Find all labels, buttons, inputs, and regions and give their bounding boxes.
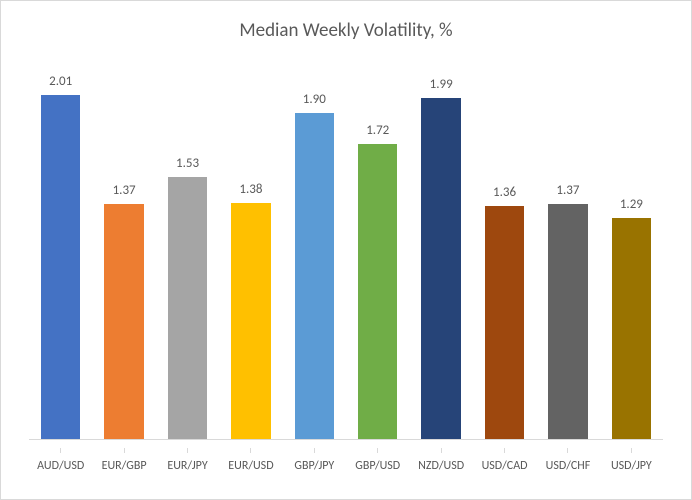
x-axis-label: USD/JPY <box>600 459 663 473</box>
bar-rect <box>104 204 143 439</box>
bar-value-label: 1.53 <box>176 156 199 171</box>
x-axis-label: USD/CAD <box>473 459 536 473</box>
bar-slot: 1.38 <box>219 62 282 439</box>
bar-value-label: 1.99 <box>430 77 453 92</box>
bar-slot: 1.53 <box>156 62 219 439</box>
bar-rect <box>612 218 651 439</box>
plot-area: 2.01 1.37 1.53 1.38 1.90 1.72 1.99 1.36 1.37 1.29 <box>1 52 691 448</box>
bar-rect <box>41 95 80 439</box>
bar-value-label: 1.38 <box>239 182 262 197</box>
chart-container: Median Weekly Volatility, % 2.01 1.37 1.53… <box>0 0 692 500</box>
x-axis-label: USD/CHF <box>536 459 599 473</box>
bar-slot: 1.36 <box>473 62 536 439</box>
bar-slot: 1.37 <box>536 62 599 439</box>
chart-title: Median Weekly Volatility, % <box>239 19 452 42</box>
bar-rect <box>485 206 524 439</box>
x-axis-label: EUR/USD <box>219 459 282 473</box>
bar-slot: 1.90 <box>283 62 346 439</box>
bar-rect <box>548 204 587 439</box>
bar-rect <box>358 144 397 439</box>
bar-value-label: 1.36 <box>493 185 516 200</box>
bar-rect <box>295 113 334 439</box>
x-axis-label: GBP/JPY <box>283 459 346 473</box>
bar-value-label: 1.72 <box>366 123 389 138</box>
bar-slot: 1.29 <box>600 62 663 439</box>
x-axis-label: EUR/JPY <box>156 459 219 473</box>
x-axis-label: GBP/USD <box>346 459 409 473</box>
bar-value-label: 1.90 <box>303 92 326 107</box>
bar-slot: 1.72 <box>346 62 409 439</box>
bar-value-label: 1.29 <box>620 197 643 212</box>
bar-rect <box>231 203 270 439</box>
x-axis-labels: AUD/USDEUR/GBPEUR/JPYEUR/USDGBP/JPYGBP/U… <box>1 453 691 499</box>
bar-rect <box>168 177 207 439</box>
bar-slot: 1.99 <box>409 62 472 439</box>
bar-slot: 2.01 <box>29 62 92 439</box>
bar-rect <box>421 98 460 439</box>
bar-slot: 1.37 <box>92 62 155 439</box>
x-axis-label: AUD/USD <box>29 459 92 473</box>
bar-value-label: 2.01 <box>49 74 72 89</box>
x-axis-label: NZD/USD <box>409 459 472 473</box>
bar-value-label: 1.37 <box>556 183 579 198</box>
bar-value-label: 1.37 <box>113 183 136 198</box>
bars-group: 2.01 1.37 1.53 1.38 1.90 1.72 1.99 1.36 1.37 1.29 <box>29 62 663 440</box>
x-axis-label: EUR/GBP <box>92 459 155 473</box>
